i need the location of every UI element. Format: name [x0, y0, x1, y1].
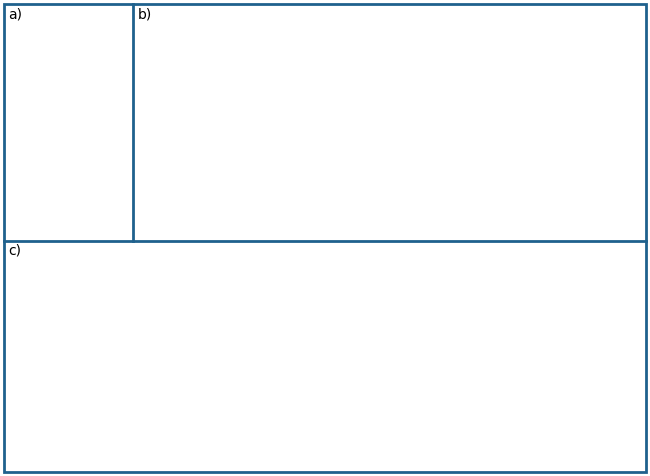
Text: a): a) — [8, 7, 22, 21]
Text: b): b) — [138, 7, 152, 21]
Text: c): c) — [8, 244, 21, 258]
